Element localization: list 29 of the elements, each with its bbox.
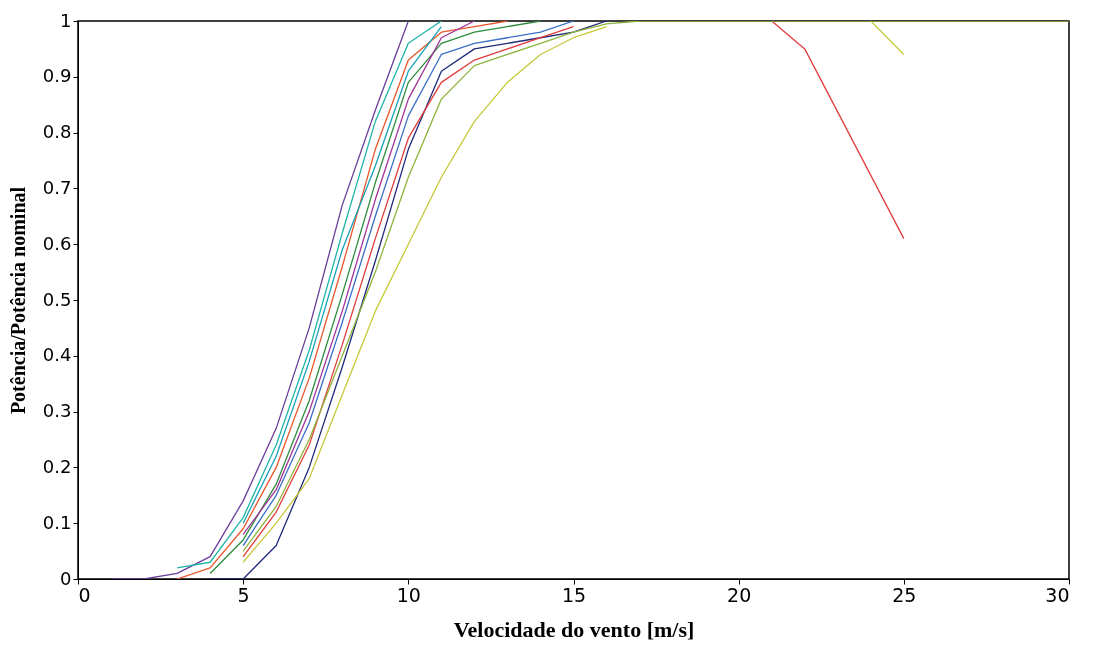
- x-tick-label: 10: [396, 583, 421, 606]
- x-tick-label: 0: [78, 583, 91, 606]
- x-tick-label: 20: [727, 583, 752, 606]
- y-tick-label: 0.9: [42, 65, 72, 87]
- y-tick-label: 0: [60, 567, 72, 589]
- x-tick-label: 30: [1045, 583, 1070, 606]
- line-series: [110, 21, 409, 579]
- y-tick-label: 0.2: [42, 455, 72, 477]
- line-series: [209, 21, 608, 579]
- y-tick-label: 0.3: [42, 400, 72, 422]
- y-tick-label: 0.1: [42, 511, 72, 533]
- x-axis-title: Velocidade do vento [m/s]: [453, 616, 695, 642]
- y-tick-label: 0.7: [42, 176, 72, 198]
- line-series: [209, 21, 542, 575]
- line-series: [242, 25, 443, 524]
- line-series: [242, 21, 476, 536]
- line-series: [176, 21, 509, 579]
- y-tick-label: 1: [60, 9, 72, 31]
- y-tick-label: 0.6: [42, 232, 72, 254]
- line-series: [242, 21, 575, 547]
- y-tick-label: 0.4: [42, 344, 72, 366]
- x-tick-label: 15: [561, 583, 587, 606]
- line-series: [242, 21, 1069, 552]
- line-series: [176, 21, 443, 569]
- y-tick-label: 0.5: [42, 288, 72, 310]
- y-tick-label: 0.8: [42, 121, 72, 143]
- x-tick-label: 25: [892, 583, 917, 606]
- y-axis-title: Potência/Potência nominal: [6, 186, 29, 415]
- x-tick-label: 5: [237, 583, 250, 606]
